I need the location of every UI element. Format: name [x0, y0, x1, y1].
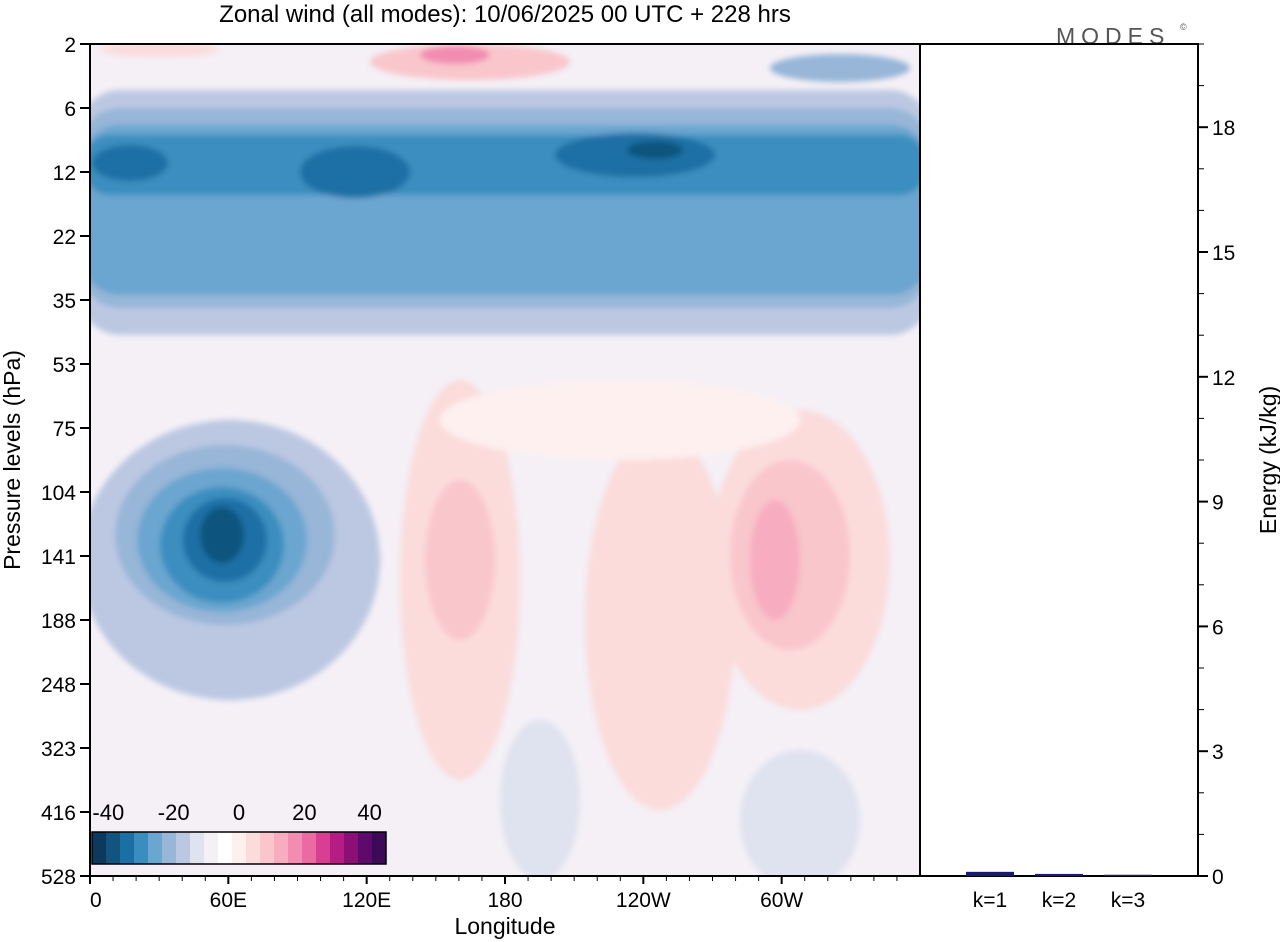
- energy-category-label: k=2: [1042, 889, 1076, 912]
- energy-category-label: k=1: [973, 889, 1007, 912]
- colorbar-swatch: [358, 832, 373, 864]
- colorbar-swatch: [302, 832, 317, 864]
- colorbar-swatch: [316, 832, 331, 864]
- energy-tick-label: 15: [1212, 242, 1235, 265]
- easterly-region: [500, 720, 580, 876]
- easterly-core: [92, 145, 168, 181]
- colorbar: -40 -20 0 20 40: [91, 800, 387, 865]
- y-tick-label: 416: [41, 802, 76, 825]
- zonal-wind-field: [90, 44, 920, 876]
- colorbar-swatch: [92, 832, 107, 864]
- y-tick-label: 188: [41, 610, 76, 633]
- easterly-core: [627, 141, 683, 159]
- colorbar-swatch: [232, 832, 247, 864]
- easterly-lower-fill: [440, 195, 740, 295]
- x-tick-label: 180: [487, 889, 522, 912]
- colorbar-tick-label: -40: [92, 800, 124, 825]
- y-tick-label: 53: [53, 354, 76, 377]
- energy-tick-label: 18: [1212, 117, 1235, 140]
- jet-core: [200, 507, 244, 563]
- logo-text: MODES: [1056, 23, 1170, 49]
- easterly-core: [300, 146, 410, 198]
- energy-bar: [1104, 874, 1152, 876]
- y-tick-label: 6: [64, 98, 76, 121]
- colorbar-swatch: [330, 832, 345, 864]
- energy-bars: k=1 k=2 k=3: [966, 871, 1152, 912]
- x-axis-label: Longitude: [454, 913, 555, 939]
- x-tick-label: 0: [90, 889, 102, 912]
- energy-tick-label: 9: [1212, 492, 1224, 515]
- energy-axis-label: Energy (kJ/kg): [1255, 386, 1280, 534]
- colorbar-swatch: [176, 832, 191, 864]
- x-tick-label: 60E: [210, 889, 247, 912]
- y-tick-label: 528: [41, 866, 76, 889]
- energy-tick-label: 3: [1212, 741, 1224, 764]
- energy-plot-frame: [919, 43, 1199, 877]
- y-tick-label: 141: [41, 546, 76, 569]
- strat-blue-patch: [770, 54, 910, 82]
- energy-axis: 0 3 6 9 12 15 18: [1198, 43, 1235, 889]
- y-tick-label: 22: [53, 226, 76, 249]
- colorbar-swatch: [120, 832, 135, 864]
- colorbar-swatch: [134, 832, 149, 864]
- energy-bar: [1035, 873, 1083, 876]
- y-tick-label: 2: [64, 34, 76, 57]
- x-tick-label: 120W: [616, 889, 671, 912]
- colorbar-swatch: [162, 832, 177, 864]
- easterly-band-core: [90, 135, 920, 195]
- easterly-region: [740, 750, 860, 876]
- colorbar-swatch: [190, 832, 205, 864]
- colorbar-swatch: [274, 832, 289, 864]
- colorbar-tick-label: 40: [357, 800, 381, 825]
- colorbar-tick-label: 20: [292, 800, 316, 825]
- colorbar-tick-label: 0: [233, 800, 245, 825]
- pressure-axis: 2 6 12 22 35 53 75 104 141 188 248 323 416 528: [41, 34, 90, 889]
- y-tick-label: 104: [41, 482, 76, 505]
- y-axis-label: Pressure levels (hPa): [0, 350, 25, 570]
- x-tick-label: 60W: [760, 889, 803, 912]
- colorbar-swatch: [148, 832, 163, 864]
- x-tick-label: 120E: [342, 889, 391, 912]
- energy-tick-label: 12: [1212, 367, 1235, 390]
- y-tick-label: 323: [41, 738, 76, 761]
- colorbar-swatch: [372, 832, 387, 864]
- colorbar-swatch: [106, 832, 121, 864]
- logo-mark: ©: [1180, 22, 1187, 32]
- energy-bar: [966, 871, 1014, 876]
- y-tick-label: 248: [41, 674, 76, 697]
- colorbar-swatch: [246, 832, 261, 864]
- colorbar-tick-label: -20: [158, 800, 190, 825]
- y-tick-label: 75: [53, 418, 76, 441]
- westerly-region: [425, 480, 495, 640]
- y-tick-label: 12: [53, 162, 76, 185]
- energy-tick-label: 0: [1212, 866, 1224, 889]
- colorbar-swatch: [344, 832, 359, 864]
- colorbar-frame: [91, 831, 387, 865]
- energy-tick-label: 6: [1212, 616, 1224, 639]
- colorbar-swatch: [260, 832, 275, 864]
- colorbar-swatch: [218, 832, 233, 864]
- westerly-region: [750, 500, 800, 620]
- y-tick-label: 35: [53, 290, 76, 313]
- longitude-axis: 0 60E 120E 180 120W 60W: [89, 876, 898, 912]
- energy-category-label: k=3: [1111, 889, 1145, 912]
- chart-title: Zonal wind (all modes): 10/06/2025 00 UT…: [219, 1, 791, 28]
- colorbar-swatch: [288, 832, 303, 864]
- westerly-region: [585, 430, 735, 810]
- colorbar-swatch: [204, 832, 219, 864]
- strat-pink-core: [420, 46, 490, 64]
- westerly-region: [440, 380, 800, 460]
- strat-pink-patch: [100, 44, 220, 57]
